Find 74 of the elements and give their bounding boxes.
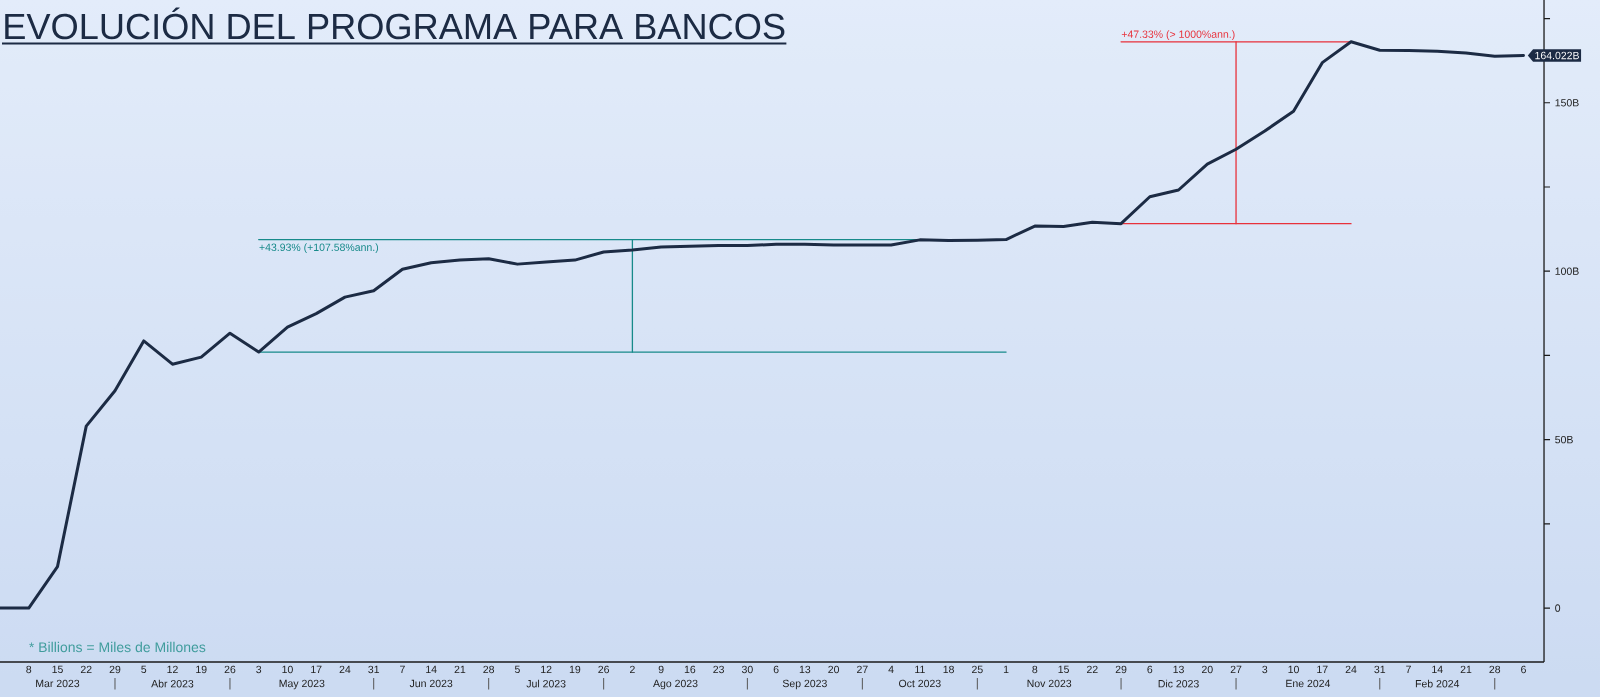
y-tick-label: 150B [1555, 99, 1579, 107]
x-tick-label: 11 [915, 665, 925, 673]
x-tick-label: 20 [1201, 665, 1213, 674]
x-tick-label: 31 [1374, 665, 1386, 674]
x-tick-label: 6 [1147, 665, 1153, 674]
x-tick-label: 19 [569, 665, 581, 674]
x2-tick-label: Jun 2023 [409, 679, 453, 688]
x2-tick-label: Dic 2023 [1158, 679, 1199, 688]
x-tick-label: 10 [1288, 665, 1299, 674]
x-tick-label: 24 [1345, 665, 1357, 674]
x-tick-label: 6 [1521, 665, 1526, 674]
x-tick-label: 12 [541, 665, 552, 674]
x-tick-label: 5 [141, 665, 147, 674]
x-tick-label: 15 [52, 665, 63, 674]
x2-tick-label: Feb 2024 [1415, 679, 1460, 688]
x2-tick-label: Abr 2023 [151, 679, 194, 688]
x2-tick-label: May 2023 [279, 679, 325, 690]
y-tick-label: 100B [1555, 267, 1579, 275]
y-tick-label: 50B [1555, 435, 1573, 444]
x-tick-label: 1 [1003, 665, 1009, 673]
x-tick-label: 24 [339, 665, 351, 674]
x-tick-label: 19 [196, 665, 207, 674]
y-tick-label: 0 [1555, 604, 1561, 612]
x-tick-label: 13 [1173, 665, 1184, 674]
x-tick-label: 23 [713, 665, 724, 674]
x-tick-label: 31 [368, 665, 380, 674]
x-tick-label: 8 [26, 665, 32, 674]
x-tick-label: 14 [1432, 665, 1443, 673]
x-tick-label: 8 [1032, 665, 1038, 674]
x-tick-label: 5 [514, 665, 520, 674]
x-tick-label: 7 [1406, 665, 1411, 673]
x-tick-label: 3 [256, 665, 262, 674]
x-tick-label: 26 [598, 665, 610, 674]
x2-tick-label: Ago 2023 [653, 679, 698, 690]
annotation: * Billions = Miles de Millones [29, 641, 206, 653]
x2-tick-label: Nov 2023 [1027, 679, 1072, 688]
chart-title: EVOLUCIÓN DEL PROGRAMA PARA BANCOS [5, 7, 785, 40]
x-tick-label: 21 [454, 665, 466, 674]
x2-tick-label: Jul 2023 [526, 679, 566, 688]
x-tick-label: 27 [1230, 665, 1242, 674]
x-tick-label: 17 [311, 665, 322, 673]
x-tick-label: 15 [1058, 665, 1069, 674]
x-tick-label: 21 [1460, 665, 1472, 674]
x2-tick-label: Oct 2023 [899, 679, 941, 688]
x-tick-label: 3 [1262, 665, 1268, 674]
x-tick-label: 22 [80, 665, 92, 674]
x-tick-label: 29 [1115, 665, 1127, 674]
x-tick-label: 12 [167, 665, 178, 674]
x2-tick-label: Sep 2023 [782, 679, 827, 690]
x-tick-label: 29 [109, 665, 121, 674]
x-tick-label: 30 [741, 665, 753, 674]
x-tick-label: 17 [1317, 665, 1328, 673]
x-tick-label: 2 [629, 665, 635, 674]
x-tick-label: 25 [972, 665, 983, 674]
x-tick-label: 18 [943, 665, 954, 674]
x-tick-label: 10 [282, 665, 293, 674]
x-tick-label: 4 [888, 665, 894, 673]
annotation: +47.33% (> 1000%ann.) [1121, 30, 1235, 41]
x-tick-label: 16 [684, 665, 696, 674]
data-label: 164.022B [1535, 51, 1579, 60]
x2-tick-label: Ene 2024 [1286, 679, 1331, 688]
x-tick-label: 22 [1086, 665, 1098, 674]
x-tick-label: 27 [857, 665, 868, 674]
x-tick-label: 28 [1489, 665, 1501, 674]
x-tick-label: 9 [658, 665, 664, 674]
x-tick-label: 7 [400, 665, 405, 673]
x-tick-label: 26 [224, 665, 236, 674]
x-tick-label: 20 [828, 665, 840, 674]
x2-tick-label: Mar 2023 [36, 679, 80, 688]
x-tick-label: 28 [483, 665, 495, 674]
x-tick-label: 14 [426, 665, 437, 673]
x-tick-label: 13 [799, 665, 811, 674]
x-tick-label: 6 [773, 665, 779, 674]
annotation: +43.93% (+107.58%ann.) [259, 243, 379, 254]
